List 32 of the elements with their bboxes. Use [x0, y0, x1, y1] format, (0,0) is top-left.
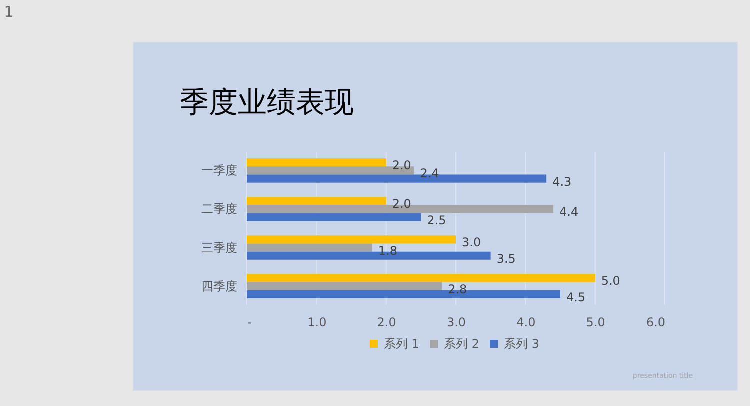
- y-tick-label: 一季度: [202, 164, 238, 178]
- legend-label: 系列 1: [384, 337, 420, 351]
- x-tick-label: 4.0: [516, 316, 536, 330]
- bar: [247, 282, 442, 290]
- x-tick-label: 5.0: [586, 316, 606, 330]
- legend-label: 系列 2: [444, 337, 480, 351]
- data-label: 3.5: [496, 252, 516, 266]
- y-tick-label: 三季度: [202, 240, 238, 255]
- x-tick-label: 3.0: [446, 316, 466, 330]
- bar: [247, 213, 422, 222]
- legend-label: 系列 3: [504, 337, 540, 351]
- chart-title: 季度业绩表现: [180, 85, 354, 119]
- bar: [247, 158, 386, 167]
- bar: [247, 197, 386, 206]
- data-label: 2.5: [427, 213, 446, 228]
- data-label: 2.0: [392, 197, 412, 212]
- text: 1: [4, 3, 14, 21]
- x-tick-label: -: [248, 316, 252, 330]
- data-label: 5.0: [601, 274, 620, 288]
- data-label: 2.0: [392, 158, 412, 173]
- y-tick-label: 四季度: [202, 279, 238, 294]
- bar: [247, 274, 596, 282]
- x-tick-label: 6.0: [646, 316, 666, 330]
- bar: [247, 244, 372, 252]
- data-label: 3.0: [462, 236, 482, 250]
- x-tick-label: 2.0: [377, 316, 396, 330]
- bar: [247, 236, 456, 244]
- data-label: 4.3: [552, 174, 572, 189]
- data-label: 4.4: [560, 205, 579, 220]
- y-tick-label: 二季度: [202, 202, 238, 216]
- x-tick-label: 1.0: [308, 316, 327, 330]
- data-label: 4.5: [566, 290, 586, 304]
